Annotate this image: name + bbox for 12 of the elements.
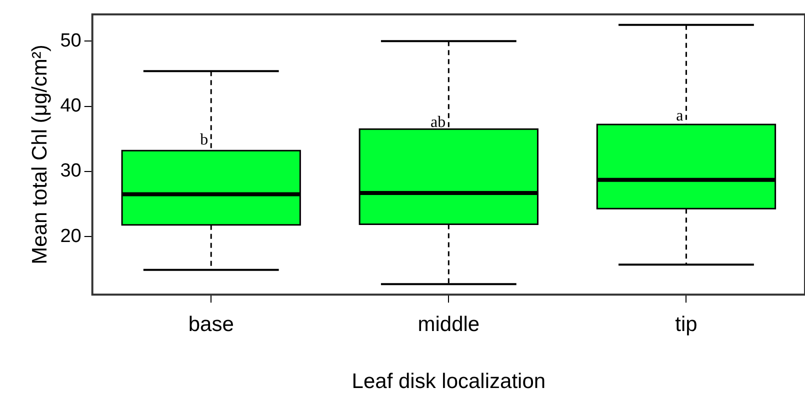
y-tick-label: 30 — [60, 160, 82, 182]
x-axis-title: Leaf disk localization — [352, 370, 546, 394]
x-tick-label: base — [188, 312, 234, 336]
annotation: ab — [430, 114, 446, 132]
y-tick-label: 20 — [60, 226, 82, 247]
annotation: a — [676, 108, 684, 125]
annotation: b — [200, 132, 208, 149]
y-tick-label: 40 — [60, 96, 82, 117]
x-tick-label: middle — [418, 312, 480, 336]
y-axis-title: Mean total Chl (μg/cm²) — [28, 44, 52, 264]
x-tick-label: tip — [675, 312, 698, 336]
y-tick-label: 50 — [60, 30, 82, 52]
